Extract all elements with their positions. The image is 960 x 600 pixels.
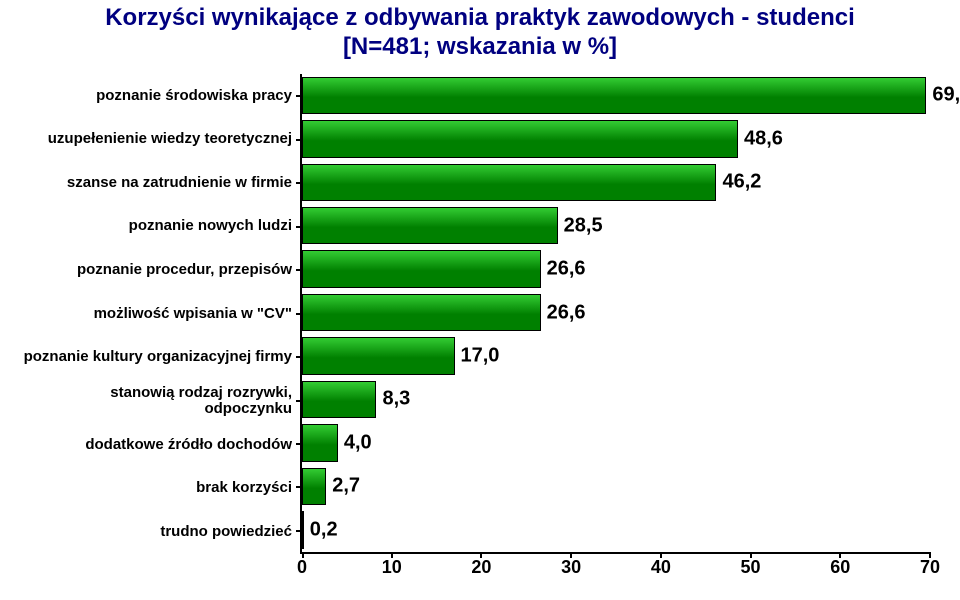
- bar-row: 26,6: [302, 291, 930, 334]
- y-axis-label: dodatkowe źródło dochodów: [20, 423, 292, 467]
- x-tick-label: 70: [920, 557, 940, 578]
- x-tick-label: 60: [830, 557, 850, 578]
- y-tick: [296, 226, 302, 228]
- y-axis-label: trudno powiedzieć: [20, 510, 292, 554]
- title-line-2: [N=481; wskazania w %]: [343, 33, 617, 60]
- title-line-1: Korzyści wynikające z odbywania praktyk …: [105, 4, 855, 31]
- bar: [302, 120, 738, 157]
- bar-row: 46,2: [302, 161, 930, 204]
- y-tick: [296, 443, 302, 445]
- bar-value-label: 26,6: [547, 301, 586, 324]
- bar: [302, 164, 716, 201]
- bar: [302, 381, 376, 418]
- bar-value-label: 2,7: [332, 475, 360, 498]
- bar-row: 4,0: [302, 421, 930, 464]
- y-axis-label: poznanie procedur, przepisów: [20, 248, 292, 292]
- x-tick-label: 10: [382, 557, 402, 578]
- bar-value-label: 28,5: [564, 214, 603, 237]
- bar-row: 28,5: [302, 204, 930, 247]
- y-tick: [296, 400, 302, 402]
- y-axis-label: poznanie kultury organizacyjnej firmy: [20, 335, 292, 379]
- y-tick: [296, 182, 302, 184]
- y-axis-label: szanse na zatrudnienie w firmie: [20, 161, 292, 205]
- bars-container: 69,6 48,6 46,2 28,5 26,6 26,6 17,0 8,3 4,0 2,7 0,2: [302, 74, 930, 552]
- bar: [302, 424, 338, 461]
- y-axis-label: brak korzyści: [20, 466, 292, 510]
- x-tick-label: 30: [561, 557, 581, 578]
- y-tick: [296, 486, 302, 488]
- bar: [302, 77, 926, 114]
- y-axis-labels: poznanie środowiska pracyuzupełenienie w…: [20, 74, 300, 554]
- bar: [302, 337, 455, 374]
- x-tick-label: 50: [741, 557, 761, 578]
- bar-value-label: 8,3: [382, 388, 410, 411]
- bar-row: 26,6: [302, 247, 930, 290]
- bar-value-label: 4,0: [344, 431, 372, 454]
- bar-value-label: 46,2: [722, 171, 761, 194]
- y-tick: [296, 356, 302, 358]
- bar-row: 17,0: [302, 334, 930, 377]
- bar-row: 48,6: [302, 117, 930, 160]
- y-tick: [296, 313, 302, 315]
- y-tick: [296, 139, 302, 141]
- plot: 69,6 48,6 46,2 28,5 26,6 26,6 17,0 8,3 4,0 2,7 0,2…: [300, 74, 940, 584]
- bar: [302, 468, 326, 505]
- bar-row: 69,6: [302, 74, 930, 117]
- bar-row: 8,3: [302, 378, 930, 421]
- y-axis-label: możliwość wpisania w "CV": [20, 292, 292, 336]
- plot-area: 69,6 48,6 46,2 28,5 26,6 26,6 17,0 8,3 4,0 2,7 0,2…: [300, 74, 930, 554]
- bar-value-label: 48,6: [744, 127, 783, 150]
- page: Korzyści wynikające z odbywania praktyk …: [0, 0, 960, 600]
- y-tick: [296, 269, 302, 271]
- bar-value-label: 17,0: [461, 345, 500, 368]
- bar-row: 0,2: [302, 508, 930, 551]
- bar-value-label: 26,6: [547, 258, 586, 281]
- y-axis-label: uzupełenienie wiedzy teoretycznej: [20, 117, 292, 161]
- y-axis-label: stanowią rodzaj rozrywki, odpoczynku: [20, 379, 292, 423]
- y-tick: [296, 530, 302, 532]
- bar-value-label: 69,6: [932, 84, 960, 107]
- y-tick: [296, 95, 302, 97]
- y-axis-label: poznanie środowiska pracy: [20, 74, 292, 118]
- bar: [302, 250, 541, 287]
- chart: poznanie środowiska pracyuzupełenienie w…: [20, 74, 940, 584]
- bar: [302, 294, 541, 331]
- x-tick-label: 0: [297, 557, 307, 578]
- bar: [302, 207, 558, 244]
- chart-title: Korzyści wynikające z odbywania praktyk …: [20, 4, 940, 62]
- x-tick-label: 20: [471, 557, 491, 578]
- bar: [302, 511, 304, 548]
- x-tick-label: 40: [651, 557, 671, 578]
- bar-value-label: 0,2: [310, 518, 338, 541]
- bar-row: 2,7: [302, 465, 930, 508]
- y-axis-label: poznanie nowych ludzi: [20, 204, 292, 248]
